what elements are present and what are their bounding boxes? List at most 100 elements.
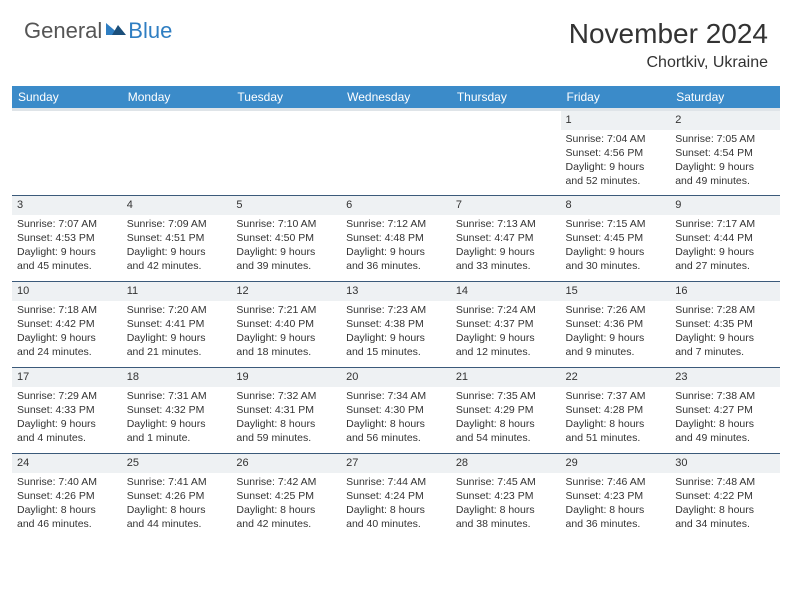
day-sunrise: Sunrise: 7:12 AM bbox=[346, 217, 446, 231]
day-number: 17 bbox=[12, 368, 122, 387]
day-daylight1: Daylight: 8 hours bbox=[17, 503, 117, 517]
day-sunset: Sunset: 4:56 PM bbox=[566, 146, 666, 160]
day-number: 12 bbox=[231, 282, 341, 301]
day-daylight2: and 27 minutes. bbox=[675, 259, 775, 273]
day-sunset: Sunset: 4:48 PM bbox=[346, 231, 446, 245]
day-sunset: Sunset: 4:53 PM bbox=[17, 231, 117, 245]
day-daylight2: and 45 minutes. bbox=[17, 259, 117, 273]
weekday-header: Sunday bbox=[12, 86, 122, 110]
day-sunset: Sunset: 4:31 PM bbox=[236, 403, 336, 417]
calendar-day-cell: 26Sunrise: 7:42 AMSunset: 4:25 PMDayligh… bbox=[231, 454, 341, 540]
day-sunrise: Sunrise: 7:15 AM bbox=[566, 217, 666, 231]
day-daylight2: and 38 minutes. bbox=[456, 517, 556, 531]
day-sunset: Sunset: 4:38 PM bbox=[346, 317, 446, 331]
day-number: 4 bbox=[122, 196, 232, 215]
calendar-day-cell: 4Sunrise: 7:09 AMSunset: 4:51 PMDaylight… bbox=[122, 196, 232, 282]
day-daylight1: Daylight: 9 hours bbox=[127, 417, 227, 431]
day-sunset: Sunset: 4:44 PM bbox=[675, 231, 775, 245]
day-sunrise: Sunrise: 7:04 AM bbox=[566, 132, 666, 146]
day-number: 8 bbox=[561, 196, 671, 215]
brand-logo: General Blue bbox=[24, 18, 172, 44]
day-sunset: Sunset: 4:35 PM bbox=[675, 317, 775, 331]
day-daylight1: Daylight: 8 hours bbox=[456, 503, 556, 517]
day-number: 2 bbox=[670, 111, 780, 130]
day-number: 16 bbox=[670, 282, 780, 301]
day-daylight1: Daylight: 9 hours bbox=[17, 245, 117, 259]
day-daylight2: and 36 minutes. bbox=[346, 259, 446, 273]
day-sunrise: Sunrise: 7:38 AM bbox=[675, 389, 775, 403]
day-sunrise: Sunrise: 7:13 AM bbox=[456, 217, 556, 231]
day-number: 19 bbox=[231, 368, 341, 387]
calendar-day-cell: 22Sunrise: 7:37 AMSunset: 4:28 PMDayligh… bbox=[561, 368, 671, 454]
calendar-day-cell: 12Sunrise: 7:21 AMSunset: 4:40 PMDayligh… bbox=[231, 282, 341, 368]
day-daylight2: and 4 minutes. bbox=[17, 431, 117, 445]
day-sunrise: Sunrise: 7:42 AM bbox=[236, 475, 336, 489]
day-sunset: Sunset: 4:28 PM bbox=[566, 403, 666, 417]
day-sunrise: Sunrise: 7:10 AM bbox=[236, 217, 336, 231]
calendar-day-cell: 24Sunrise: 7:40 AMSunset: 4:26 PMDayligh… bbox=[12, 454, 122, 540]
day-number: 11 bbox=[122, 282, 232, 301]
day-daylight2: and 34 minutes. bbox=[675, 517, 775, 531]
day-daylight2: and 49 minutes. bbox=[675, 431, 775, 445]
calendar-day-cell: 5Sunrise: 7:10 AMSunset: 4:50 PMDaylight… bbox=[231, 196, 341, 282]
weekday-header: Friday bbox=[561, 86, 671, 110]
day-daylight2: and 12 minutes. bbox=[456, 345, 556, 359]
calendar-day-cell: 28 Sunrise: 7:45 AMSunset: 4:23 PMDayligh… bbox=[451, 454, 561, 540]
day-daylight1: Daylight: 9 hours bbox=[675, 331, 775, 345]
calendar-day-cell: 20Sunrise: 7:34 AMSunset: 4:30 PMDayligh… bbox=[341, 368, 451, 454]
day-daylight2: and 1 minute. bbox=[127, 431, 227, 445]
calendar-day-cell: . bbox=[341, 110, 451, 196]
day-sunrise: Sunrise: 7:45 AM bbox=[456, 475, 556, 489]
calendar-day-cell: 9Sunrise: 7:17 AMSunset: 4:44 PMDaylight… bbox=[670, 196, 780, 282]
day-daylight1: Daylight: 8 hours bbox=[127, 503, 227, 517]
day-sunset: Sunset: 4:50 PM bbox=[236, 231, 336, 245]
day-daylight2: and 33 minutes. bbox=[456, 259, 556, 273]
day-daylight2: and 18 minutes. bbox=[236, 345, 336, 359]
calendar-day-cell: 30Sunrise: 7:48 AMSunset: 4:22 PMDayligh… bbox=[670, 454, 780, 540]
day-daylight2: and 9 minutes. bbox=[566, 345, 666, 359]
day-daylight1: Daylight: 8 hours bbox=[566, 417, 666, 431]
day-sunrise: Sunrise: 7:21 AM bbox=[236, 303, 336, 317]
day-daylight2: and 21 minutes. bbox=[127, 345, 227, 359]
calendar-day-cell: 10Sunrise: 7:18 AMSunset: 4:42 PMDayligh… bbox=[12, 282, 122, 368]
calendar-day-cell: 8Sunrise: 7:15 AMSunset: 4:45 PMDaylight… bbox=[561, 196, 671, 282]
day-sunset: Sunset: 4:54 PM bbox=[675, 146, 775, 160]
day-daylight1: Daylight: 9 hours bbox=[346, 245, 446, 259]
day-sunrise: Sunrise: 7:26 AM bbox=[566, 303, 666, 317]
logo-triangle-icon bbox=[106, 19, 126, 35]
day-number: 28 bbox=[451, 454, 561, 473]
calendar-day-cell: . bbox=[451, 110, 561, 196]
weekday-header: Monday bbox=[122, 86, 232, 110]
day-sunrise: Sunrise: 7:32 AM bbox=[236, 389, 336, 403]
calendar-day-cell: . bbox=[231, 110, 341, 196]
day-sunrise: Sunrise: 7:34 AM bbox=[346, 389, 446, 403]
day-sunrise: Sunrise: 7:35 AM bbox=[456, 389, 556, 403]
day-number: 7 bbox=[451, 196, 561, 215]
day-sunset: Sunset: 4:29 PM bbox=[456, 403, 556, 417]
day-daylight2: and 7 minutes. bbox=[675, 345, 775, 359]
day-daylight2: and 36 minutes. bbox=[566, 517, 666, 531]
calendar-day-cell: . bbox=[122, 110, 232, 196]
day-sunset: Sunset: 4:23 PM bbox=[456, 489, 556, 503]
day-daylight1: Daylight: 9 hours bbox=[566, 331, 666, 345]
day-daylight2: and 49 minutes. bbox=[675, 174, 775, 188]
day-daylight1: Daylight: 8 hours bbox=[236, 503, 336, 517]
day-number: 1 bbox=[561, 111, 671, 130]
day-daylight2: and 59 minutes. bbox=[236, 431, 336, 445]
day-sunrise: Sunrise: 7:07 AM bbox=[17, 217, 117, 231]
day-daylight1: Daylight: 9 hours bbox=[236, 245, 336, 259]
day-sunrise: Sunrise: 7:31 AM bbox=[127, 389, 227, 403]
calendar-day-cell: 11Sunrise: 7:20 AMSunset: 4:41 PMDayligh… bbox=[122, 282, 232, 368]
day-daylight1: Daylight: 8 hours bbox=[346, 417, 446, 431]
day-sunset: Sunset: 4:40 PM bbox=[236, 317, 336, 331]
day-sunset: Sunset: 4:26 PM bbox=[17, 489, 117, 503]
calendar-day-cell: 3Sunrise: 7:07 AMSunset: 4:53 PMDaylight… bbox=[12, 196, 122, 282]
day-number: 18 bbox=[122, 368, 232, 387]
weekday-header: Tuesday bbox=[231, 86, 341, 110]
day-sunset: Sunset: 4:41 PM bbox=[127, 317, 227, 331]
day-sunset: Sunset: 4:23 PM bbox=[566, 489, 666, 503]
day-daylight1: Daylight: 9 hours bbox=[675, 160, 775, 174]
day-daylight2: and 39 minutes. bbox=[236, 259, 336, 273]
day-daylight2: and 51 minutes. bbox=[566, 431, 666, 445]
day-sunrise: Sunrise: 7:40 AM bbox=[17, 475, 117, 489]
